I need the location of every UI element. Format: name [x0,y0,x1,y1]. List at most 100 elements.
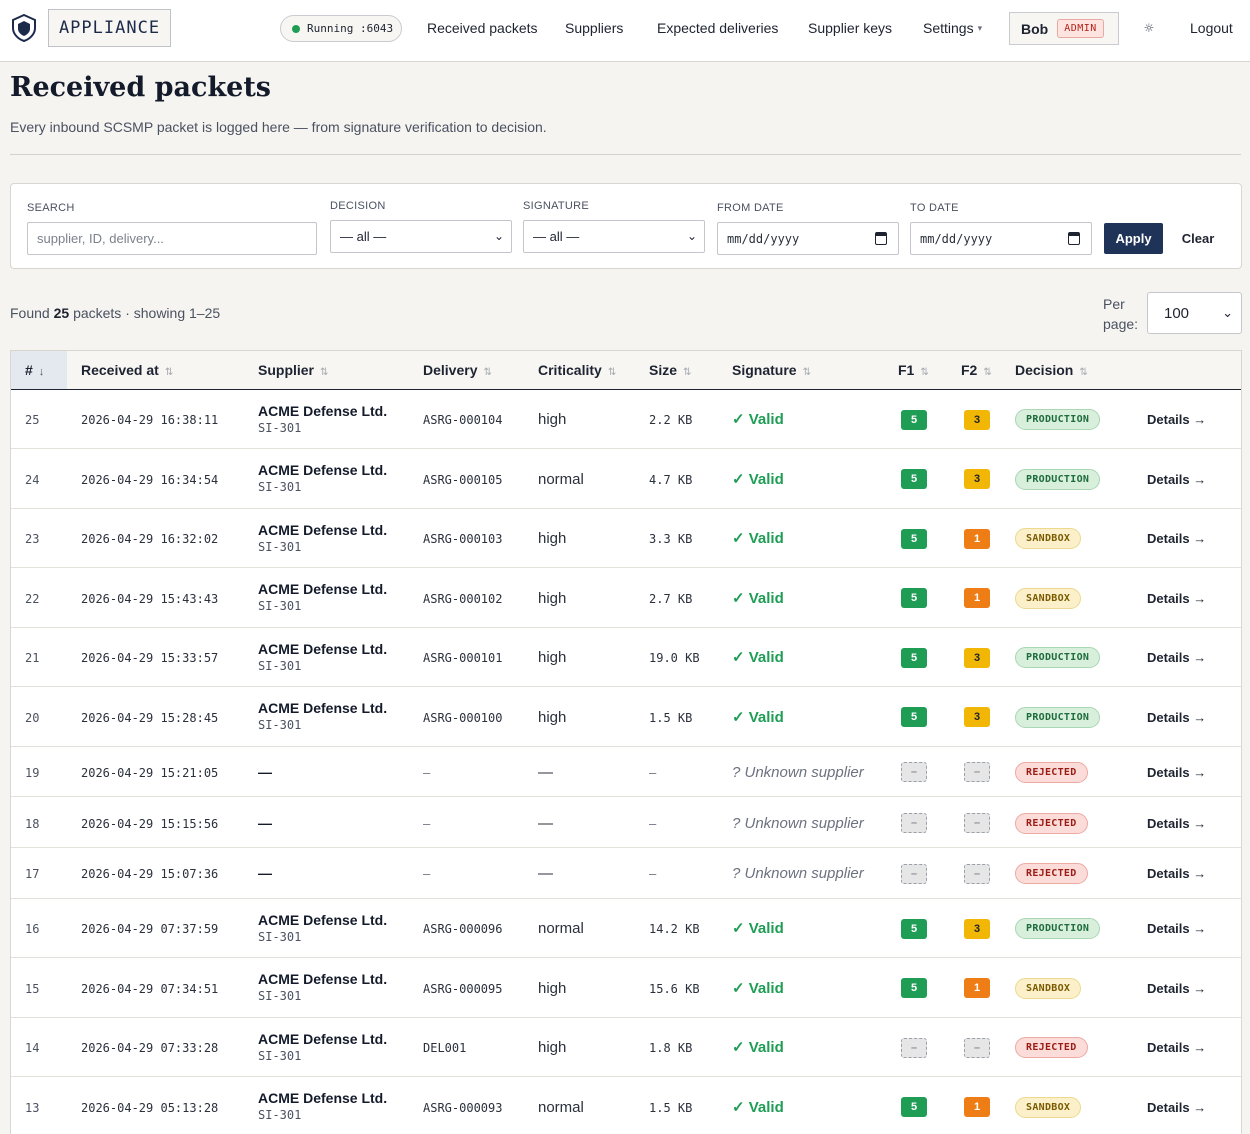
table-row[interactable]: 23 2026-04-29 16:32:02 ACME Defense Ltd. SI… [11,508,1241,568]
cell-size: 2.7 KB [635,567,718,628]
nav-supplier-keys[interactable]: Supplier keys [808,20,893,36]
f1-score-badge: – [901,813,927,834]
apply-button[interactable]: Apply [1104,223,1163,254]
supplier-name[interactable]: ACME Defense Ltd. [258,581,388,598]
nav-expected-deliveries[interactable]: Expected deliveries [657,20,779,36]
cell-decision: PRODUCTION [1001,389,1133,449]
cell-signature: ✓ Valid [718,508,884,568]
details-link[interactable]: Details → [1147,1040,1207,1056]
cell-delivery: ASRG-000102 [409,567,524,628]
details-link[interactable]: Details → [1147,980,1207,996]
signature-select-value: — all — [533,229,580,244]
details-link[interactable]: Details → [1147,1099,1207,1115]
cell-size: 1.5 KB [635,686,718,747]
details-link[interactable]: Details → [1147,921,1207,937]
supplier-name[interactable]: ACME Defense Ltd. [258,911,388,928]
decision-select[interactable]: — all — ⌄ [330,220,512,253]
app-name[interactable]: APPLIANCE [48,9,171,47]
column-header-f2[interactable]: F2 ⇅ [947,351,1001,389]
details-link[interactable]: Details → [1147,764,1207,780]
filter-panel: SEARCH supplier, ID, delivery... DECISIO… [10,183,1242,269]
delivery-id: – [423,815,431,831]
search-input[interactable]: supplier, ID, delivery... [27,222,317,255]
delivery-id: ASRG-000093 [423,1100,503,1115]
f1-score-badge: 5 [901,588,927,609]
column-header-f1[interactable]: F1 ⇅ [884,351,947,389]
table-row[interactable]: 20 2026-04-29 15:28:45 ACME Defense Ltd. SI… [11,686,1241,747]
shield-logo-icon[interactable] [11,13,37,43]
table-row[interactable]: 24 2026-04-29 16:34:54 ACME Defense Ltd. SI… [11,448,1241,509]
supplier-name[interactable]: ACME Defense Ltd. [258,521,388,538]
criticality-value: high [538,649,567,667]
table-row[interactable]: 18 2026-04-29 15:15:56 — – — – ? Unknown suppl… [11,796,1241,848]
table-row[interactable]: 17 2026-04-29 15:07:36 — – — – ? Unknown suppl… [11,847,1241,899]
user-menu[interactable]: Bob ADMIN [1009,12,1119,45]
packet-number: 20 [25,710,40,725]
theme-toggle-icon[interactable]: ☼ [1143,21,1155,35]
signature-status: ✓ Valid [732,530,784,548]
signature-status: ✓ Valid [732,920,784,938]
column-header-received-at[interactable]: Received at ⇅ [67,351,244,389]
result-summary: Found 25 packets · showing 1–25 [10,305,220,321]
supplier-name[interactable]: ACME Defense Ltd. [258,971,388,988]
f1-score-badge: 5 [901,918,927,939]
column-header-decision[interactable]: Decision ⇅ [1001,351,1133,389]
details-link[interactable]: Details → [1147,412,1207,428]
column-header-id[interactable]: # ↓ [11,351,67,389]
criticality-value: high [538,979,567,997]
logout-link[interactable]: Logout [1190,20,1233,36]
column-header-size[interactable]: Size ⇅ [635,351,718,389]
table-row[interactable]: 15 2026-04-29 07:34:51 ACME Defense Ltd. SI… [11,957,1241,1018]
supplier-name[interactable]: ACME Defense Ltd. [258,462,388,479]
nav-received-packets[interactable]: Received packets [427,20,538,36]
f2-score-badge: 3 [964,918,990,939]
supplier-name[interactable]: ACME Defense Ltd. [258,1030,388,1047]
to-date-input[interactable]: mm/dd/yyyy [910,222,1092,255]
supplier-name[interactable]: ACME Defense Ltd. [258,402,388,419]
supplier-id: SI-301 [258,1048,302,1063]
supplier-name[interactable]: ACME Defense Ltd. [258,700,388,717]
details-link[interactable]: Details → [1147,815,1207,831]
details-link[interactable]: Details → [1147,531,1207,547]
from-date-input[interactable]: mm/dd/yyyy [717,222,899,255]
table-row[interactable]: 21 2026-04-29 15:33:57 ACME Defense Ltd. SI… [11,627,1241,687]
details-link[interactable]: Details → [1147,471,1207,487]
column-header-supplier[interactable]: Supplier ⇅ [244,351,409,389]
cell-signature: ✓ Valid [718,686,884,747]
cell-id: 24 [11,448,67,509]
details-link[interactable]: Details → [1147,709,1207,725]
signature-status: ✓ Valid [732,589,784,607]
decision-badge: PRODUCTION [1015,706,1101,728]
cell-delivery: ASRG-000103 [409,508,524,568]
divider [10,154,1241,155]
table-row[interactable]: 25 2026-04-29 16:38:11 ACME Defense Ltd. SI… [11,389,1241,449]
cell-f1: 5 [884,686,947,747]
table-row[interactable]: 13 2026-04-29 05:13:28 ACME Defense Ltd. SI… [11,1076,1241,1134]
calendar-icon[interactable] [1068,232,1080,245]
delivery-id: ASRG-000105 [423,472,503,487]
table-row[interactable]: 16 2026-04-29 07:37:59 ACME Defense Ltd. SI… [11,898,1241,959]
table-row[interactable]: 19 2026-04-29 15:21:05 — – — – ? Unknown suppl… [11,746,1241,798]
details-link[interactable]: Details → [1147,650,1207,666]
table-row[interactable]: 14 2026-04-29 07:33:28 ACME Defense Ltd. SI… [11,1017,1241,1078]
cell-delivery: ASRG-000105 [409,448,524,509]
supplier-name[interactable]: ACME Defense Ltd. [258,1090,388,1107]
details-link[interactable]: Details → [1147,590,1207,606]
f1-score-badge: 5 [901,1097,927,1118]
supplier-name[interactable]: ACME Defense Ltd. [258,640,388,657]
clear-button[interactable]: Clear [1181,231,1215,246]
nav-settings[interactable]: Settings ▾ [923,20,982,36]
table-row[interactable]: 22 2026-04-29 15:43:43 ACME Defense Ltd. SI… [11,567,1241,628]
nav-suppliers[interactable]: Suppliers [565,20,624,36]
column-header-delivery[interactable]: Delivery ⇅ [409,351,524,389]
column-header-criticality[interactable]: Criticality ⇅ [524,351,635,389]
cell-received-at: 2026-04-29 16:38:11 [67,389,244,449]
packet-number: 16 [25,922,40,937]
signature-select[interactable]: — all — ⌄ [523,220,705,253]
details-link[interactable]: Details → [1147,866,1207,882]
calendar-icon[interactable] [875,232,887,245]
decision-badge: REJECTED [1015,1037,1088,1059]
per-page-select[interactable]: 100 ⌄ [1147,292,1242,334]
cell-criticality: high [524,686,635,747]
column-header-signature[interactable]: Signature ⇅ [718,351,884,389]
